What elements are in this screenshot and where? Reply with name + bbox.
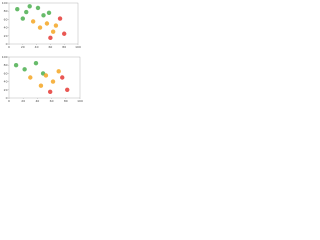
y-tick-label: 80 [4, 63, 8, 67]
x-tick-label: 40 [35, 45, 39, 49]
point [44, 21, 50, 26]
point [20, 16, 25, 21]
point [27, 4, 32, 9]
point [33, 60, 39, 66]
x-tick-label: 80 [64, 99, 68, 103]
point [37, 25, 43, 30]
y-tick-label: 40 [4, 26, 8, 30]
x-tick-label: 60 [48, 45, 52, 49]
x-tick-label: 20 [21, 99, 25, 103]
y-tick-label: 40 [4, 80, 8, 84]
x-tick-label: 100 [77, 99, 83, 103]
y-tick-label: 60 [4, 17, 8, 21]
plot-area [8, 2, 79, 45]
point [13, 62, 19, 68]
x-tick-label: 40 [35, 99, 39, 103]
point [24, 9, 29, 15]
point [53, 23, 59, 28]
point [56, 69, 61, 74]
x-tick-label: 100 [75, 45, 81, 49]
point [50, 79, 56, 84]
x-tick-label: 0 [8, 45, 10, 49]
y-tick-label: 80 [4, 9, 8, 13]
point [35, 5, 41, 11]
point [61, 31, 67, 36]
y-tick-label: 20 [4, 34, 8, 38]
x-tick-label: 0 [8, 99, 10, 103]
point [41, 13, 46, 18]
point [30, 19, 36, 24]
x-tick-label: 20 [21, 45, 25, 49]
point [60, 75, 65, 80]
y-tick-label: 0 [6, 96, 8, 100]
point [46, 10, 52, 16]
y-tick-label: 60 [4, 71, 8, 75]
point [15, 6, 20, 12]
point [65, 87, 70, 93]
point [57, 16, 63, 21]
point [47, 89, 53, 95]
y-tick-label: 20 [4, 88, 8, 92]
point [48, 35, 53, 41]
point [43, 73, 49, 78]
point [22, 67, 27, 72]
point [28, 75, 33, 80]
plot-area [8, 56, 81, 99]
y-tick-label: 100 [2, 1, 8, 5]
x-tick-label: 80 [62, 45, 66, 49]
x-tick-label: 60 [50, 99, 54, 103]
point [38, 83, 44, 88]
y-tick-label: 0 [6, 42, 8, 46]
y-tick-label: 100 [2, 55, 8, 59]
point [50, 29, 56, 34]
